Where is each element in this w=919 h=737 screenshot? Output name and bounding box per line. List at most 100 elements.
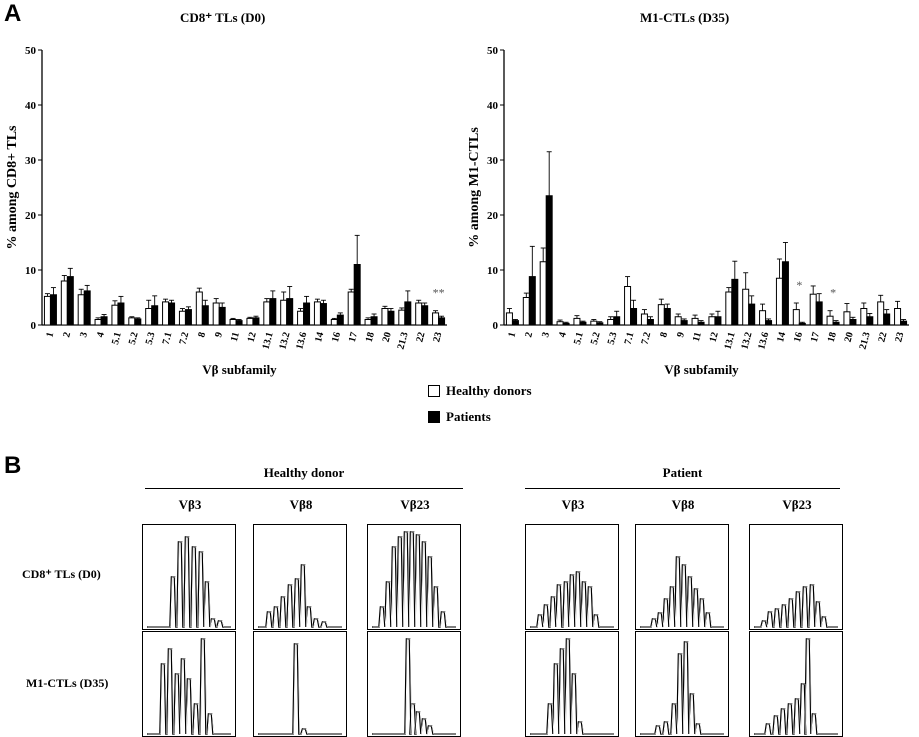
x-tick-label: 23 <box>431 331 444 344</box>
bar-patients <box>765 320 773 326</box>
bar-healthy <box>297 310 305 326</box>
histogram-healthy-cd8-vb23 <box>367 524 461 630</box>
x-tick-label: 3 <box>540 331 552 339</box>
significance-marker: * <box>796 278 802 292</box>
bar-patients <box>319 303 327 326</box>
x-tick-label: 5.1 <box>572 331 586 346</box>
x-tick-label: 16 <box>330 331 343 344</box>
histogram-patient-m1-vb8 <box>635 631 729 737</box>
bar-healthy <box>809 293 817 326</box>
bar-patients <box>438 317 446 326</box>
spectratype-trace-highlight <box>147 536 232 628</box>
x-tick-label: 17 <box>809 331 822 344</box>
col-label-patient-vb3: Vβ3 <box>561 497 585 512</box>
spectratype-trace-highlight <box>258 643 343 735</box>
y-tick-label: 0 <box>31 320 37 332</box>
bar-healthy <box>843 311 851 326</box>
bar-patients <box>596 322 604 326</box>
bar-healthy <box>263 301 271 326</box>
bar-healthy <box>43 295 51 326</box>
y-tick-label: 40 <box>25 100 37 112</box>
x-tick-label: 8 <box>658 331 670 339</box>
bar-patients <box>646 319 654 326</box>
x-tick-label: 11 <box>691 331 704 343</box>
spectratype-trace <box>258 564 342 628</box>
bar-patients <box>680 320 688 326</box>
bar-patients <box>714 316 722 326</box>
legend-item-patients: Patients <box>428 408 532 426</box>
significance-marker: ** <box>433 286 445 300</box>
x-tick-label: 14 <box>313 331 326 344</box>
bar-patients <box>252 317 260 326</box>
bar-healthy <box>505 312 513 326</box>
bar-patients <box>849 319 857 326</box>
x-tick-label: 12 <box>708 331 721 344</box>
y-tick-label: 30 <box>25 155 37 167</box>
x-tick-label: 11 <box>229 331 242 343</box>
x-tick-label: 13.1 <box>723 331 738 351</box>
bar-healthy <box>691 317 699 326</box>
col-label-healthy-vb23: Vβ23 <box>400 497 430 512</box>
bar-healthy <box>674 316 682 326</box>
x-tick-label: 21.3 <box>858 331 873 351</box>
y-tick-label: 20 <box>25 210 37 222</box>
x-tick-label: 20 <box>381 331 394 344</box>
x-tick-label: 23 <box>893 331 906 344</box>
bar-healthy <box>246 317 254 326</box>
bar-healthy <box>347 291 355 326</box>
bar-healthy <box>398 309 406 326</box>
legend-label-patients: Patients <box>446 409 491 424</box>
bar-healthy <box>364 319 372 326</box>
bar-healthy <box>826 315 834 326</box>
x-tick-label: 4 <box>95 331 107 339</box>
significance-marker: * <box>830 286 836 300</box>
bar-healthy <box>624 286 632 326</box>
x-axis-label: Vβ subfamily <box>664 362 739 377</box>
bar-patients <box>579 321 587 326</box>
bar-healthy <box>415 302 423 326</box>
y-tick-label: 0 <box>493 320 499 332</box>
bar-patients <box>303 302 311 326</box>
bar-patients <box>528 276 536 326</box>
legend-item-healthy: Healthy donors <box>428 382 532 400</box>
x-tick-label: 2 <box>61 331 73 339</box>
y-axis-label: % among CD8+ TLs <box>5 125 20 250</box>
bar-healthy <box>111 304 119 326</box>
bar-patients <box>117 302 125 326</box>
bar-patients <box>562 322 570 326</box>
x-tick-label: 16 <box>792 331 805 344</box>
legend-label-healthy: Healthy donors <box>446 383 532 398</box>
y-tick-label: 20 <box>487 210 499 222</box>
spectratype-trace <box>147 536 231 628</box>
chart-title-cd8: CD8⁺ TLs (D0) <box>180 10 266 25</box>
bar-healthy <box>725 291 733 326</box>
y-tick-label: 10 <box>487 265 499 277</box>
x-tick-label: 7.2 <box>639 331 653 346</box>
bar-patients <box>798 322 806 326</box>
col-label-healthy-vb3: Vβ3 <box>178 497 202 512</box>
legend-swatch-patients <box>428 411 440 423</box>
bar-healthy <box>145 308 153 326</box>
x-tick-label: 7.1 <box>161 331 175 346</box>
spectratype-trace <box>372 638 456 735</box>
spectratype-trace-highlight <box>530 638 615 735</box>
x-tick-label: 7.2 <box>177 331 191 346</box>
group-title-patient: Patient <box>662 465 703 480</box>
bar-healthy <box>381 308 389 326</box>
x-tick-label: 12 <box>246 331 259 344</box>
spectratype-trace <box>754 584 838 628</box>
y-tick-label: 40 <box>487 100 499 112</box>
x-tick-label: 13.2 <box>277 331 292 351</box>
y-tick-label: 10 <box>25 265 37 277</box>
bar-patients <box>353 264 361 326</box>
bar-patients <box>900 320 908 326</box>
y-tick-label: 50 <box>25 45 37 57</box>
x-tick-label: 1 <box>44 331 56 339</box>
bar-patients <box>511 320 519 326</box>
bar-healthy <box>229 319 237 326</box>
x-tick-label: 13.6 <box>756 331 771 351</box>
histogram-patient-m1-vb3 <box>525 631 619 737</box>
bar-patients <box>697 321 705 326</box>
bar-patients <box>286 298 294 326</box>
